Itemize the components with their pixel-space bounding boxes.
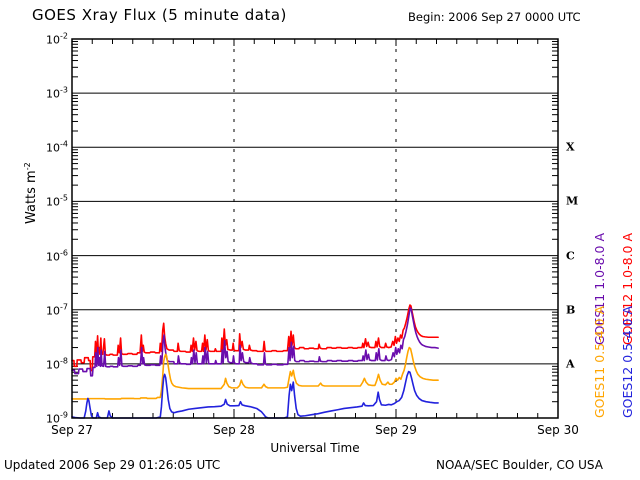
source-attribution: NOAA/SEC Boulder, CO USA — [436, 458, 603, 472]
flare-class-label-X: X — [566, 140, 575, 154]
legend-label-goes11-0-5-4-0-a: GOES11 0.5-4.0 A — [592, 305, 607, 418]
flare-class-label-C: C — [566, 249, 575, 263]
page-title: GOES Xray Flux (5 minute data) — [32, 6, 287, 24]
y-tick-label: 10-7 — [46, 302, 68, 318]
legend-label-goes12-0-5-4-0-a: GOES12 0.5-4.0 A — [620, 305, 635, 418]
x-tick-label: Sep 27 — [51, 423, 93, 437]
y-tick-label: 10-8 — [46, 356, 68, 372]
x-tick-label: Sep 29 — [375, 423, 417, 437]
x-tick-label: Sep 28 — [213, 423, 255, 437]
series-line-goes11-0-5-4-0-a — [71, 346, 439, 400]
y-axis-label-base: Watts m — [24, 170, 40, 225]
flare-class-label-B: B — [566, 303, 576, 317]
y-tick-label: 10-9 — [46, 410, 68, 426]
x-tick-label: Sep 30 — [537, 423, 579, 437]
y-tick-label: 10-2 — [46, 31, 68, 47]
y-tick-label: 10-4 — [46, 139, 68, 155]
y-axis-label: Watts m-2 — [23, 128, 39, 258]
y-tick-label: 10-5 — [46, 194, 68, 209]
y-axis-label-exponent: -2 — [22, 162, 32, 171]
y-tick-label: 10-6 — [46, 248, 68, 263]
plot-frame — [71, 38, 559, 419]
x-axis-label: Universal Time — [270, 441, 360, 455]
series-line-goes12-1-0-8-0-a — [71, 304, 439, 372]
series-line-goes11-1-0-8-0-a — [71, 307, 439, 377]
y-tick-label: 10-3 — [46, 85, 68, 101]
begin-time-label: Begin: 2006 Sep 27 0000 UTC — [408, 10, 581, 24]
series-line-goes12-0-5-4-0-a — [71, 370, 439, 419]
flare-class-label-A: A — [566, 357, 575, 371]
flare-class-label-M: M — [566, 194, 579, 208]
updated-timestamp: Updated 2006 Sep 29 01:26:05 UTC — [4, 458, 221, 472]
